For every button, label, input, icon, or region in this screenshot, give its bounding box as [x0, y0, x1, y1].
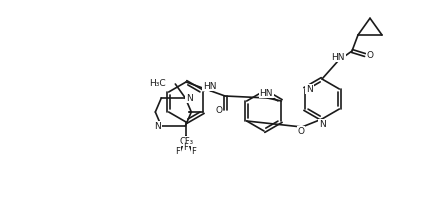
Text: N: N — [186, 94, 193, 103]
Text: HN: HN — [203, 82, 217, 91]
Text: HN: HN — [331, 52, 345, 61]
Text: N: N — [154, 122, 161, 131]
Text: O: O — [366, 51, 373, 59]
Text: N: N — [306, 85, 313, 94]
Text: F: F — [184, 144, 189, 153]
Text: H₃C: H₃C — [149, 79, 165, 88]
Text: N: N — [319, 119, 325, 128]
Text: O: O — [298, 126, 305, 135]
Text: F: F — [176, 147, 181, 156]
Text: HN: HN — [260, 89, 273, 98]
Text: O: O — [216, 106, 222, 114]
Text: CF₃: CF₃ — [179, 137, 193, 146]
Text: F: F — [192, 147, 196, 156]
